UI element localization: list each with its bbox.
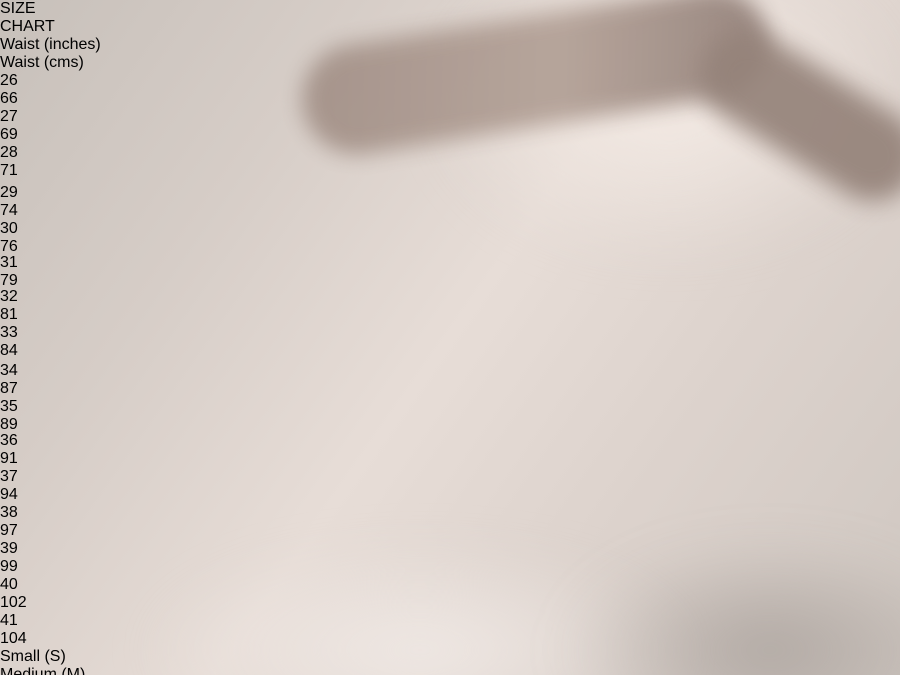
waist-inches-value: 37 (0, 468, 18, 485)
waist-column: 41 104 (0, 612, 900, 648)
waist-inches-value: 34 (0, 362, 18, 379)
page-title-chart: CHART (0, 18, 55, 35)
waist-inches-value: 36 (0, 432, 18, 449)
waist-cms-label: Waist (cms) (0, 54, 84, 71)
waist-inches-value: 39 (0, 540, 18, 557)
waist-column: 36 91 (0, 432, 900, 468)
waist-column: 39 99 (0, 540, 900, 576)
waist-inches-value: 26 (0, 72, 18, 89)
waist-inches-value: 35 (0, 398, 18, 415)
waist-column: 27 69 (0, 108, 900, 144)
waist-column: 28 71 (0, 144, 900, 180)
waist-column: 32 81 (0, 288, 900, 324)
waist-cms-value: 89 (0, 416, 18, 433)
waist-inches-value: 27 (0, 108, 18, 125)
waist-cms-value: 91 (0, 450, 18, 467)
waist-inches-value: 33 (0, 324, 18, 341)
waist-column: 33 84 (0, 324, 900, 360)
waist-inches-value: 29 (0, 184, 18, 201)
waist-cms-value: 81 (0, 306, 18, 323)
waist-cms-value: 97 (0, 522, 18, 539)
waist-cms-value: 94 (0, 486, 18, 503)
waist-cms-value: 104 (0, 630, 27, 647)
waist-column: 26 66 (0, 72, 900, 108)
size-label: Small (S) (0, 648, 66, 665)
waist-cms-value: 99 (0, 558, 18, 575)
waist-inches-value: 31 (0, 254, 18, 271)
waist-column: 31 79 (0, 254, 900, 290)
waist-cms-value: 79 (0, 272, 18, 289)
waist-inches-value: 38 (0, 504, 18, 521)
waist-column: 34 87 (0, 362, 900, 398)
size-label: Medium (M) (0, 666, 86, 675)
waist-inches-value: 40 (0, 576, 18, 593)
waist-column: 29 74 (0, 184, 900, 220)
waist-cms-value: 76 (0, 238, 18, 255)
waist-column: 30 76 (0, 220, 900, 256)
waist-inches-value: 28 (0, 144, 18, 161)
waist-cms-value: 66 (0, 90, 18, 107)
waist-cms-value: 84 (0, 342, 18, 359)
waist-cms-value: 74 (0, 202, 18, 219)
waist-column: 37 94 (0, 468, 900, 504)
waist-cms-value: 71 (0, 162, 18, 179)
waist-inches-value: 30 (0, 220, 18, 237)
waist-numbers-grid: 26 66 27 69 28 71 29 74 30 76 31 79 32 81 33 84 34 87 35 89… (0, 72, 900, 648)
size-rows: Small (S)Medium (M)Large (L)Extra Large … (0, 648, 900, 675)
waist-column: 40 102 (0, 576, 900, 612)
waist-cms-value: 87 (0, 380, 18, 397)
waist-column: 35 89 (0, 398, 900, 434)
waist-column: 38 97 (0, 504, 900, 540)
waist-cms-value: 69 (0, 126, 18, 143)
waist-inches-value: 41 (0, 612, 18, 629)
waist-inches-value: 32 (0, 288, 18, 305)
waist-inches-label: Waist (inches) (0, 36, 101, 53)
page-title-size: SIZE (0, 0, 36, 17)
waist-cms-value: 102 (0, 594, 27, 611)
